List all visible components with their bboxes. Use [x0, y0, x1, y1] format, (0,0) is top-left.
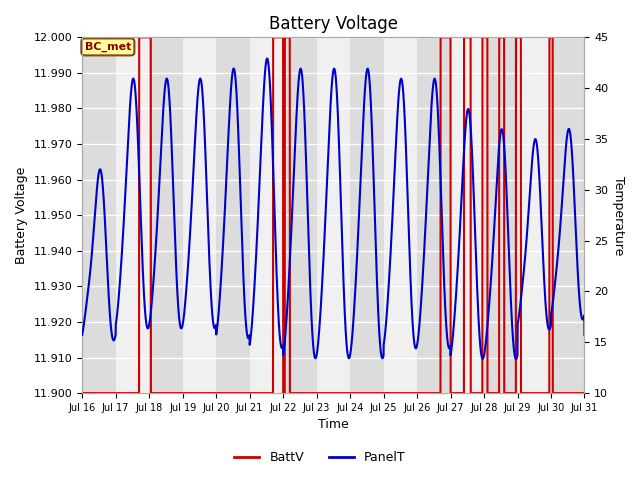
Legend: BattV, PanelT: BattV, PanelT — [229, 446, 411, 469]
Y-axis label: Battery Voltage: Battery Voltage — [15, 167, 28, 264]
Bar — [182, 37, 216, 393]
Bar — [383, 37, 417, 393]
Bar — [82, 37, 116, 393]
Y-axis label: Temperature: Temperature — [612, 176, 625, 255]
Bar — [350, 37, 383, 393]
Bar — [149, 37, 182, 393]
Text: BC_met: BC_met — [84, 42, 131, 52]
Bar — [551, 37, 584, 393]
Bar — [216, 37, 250, 393]
Bar — [518, 37, 551, 393]
Bar — [116, 37, 149, 393]
Bar — [451, 37, 484, 393]
Bar — [250, 37, 283, 393]
Bar — [283, 37, 317, 393]
Bar — [417, 37, 451, 393]
Bar — [484, 37, 518, 393]
Title: Battery Voltage: Battery Voltage — [269, 15, 398, 33]
X-axis label: Time: Time — [318, 419, 349, 432]
Bar — [317, 37, 350, 393]
